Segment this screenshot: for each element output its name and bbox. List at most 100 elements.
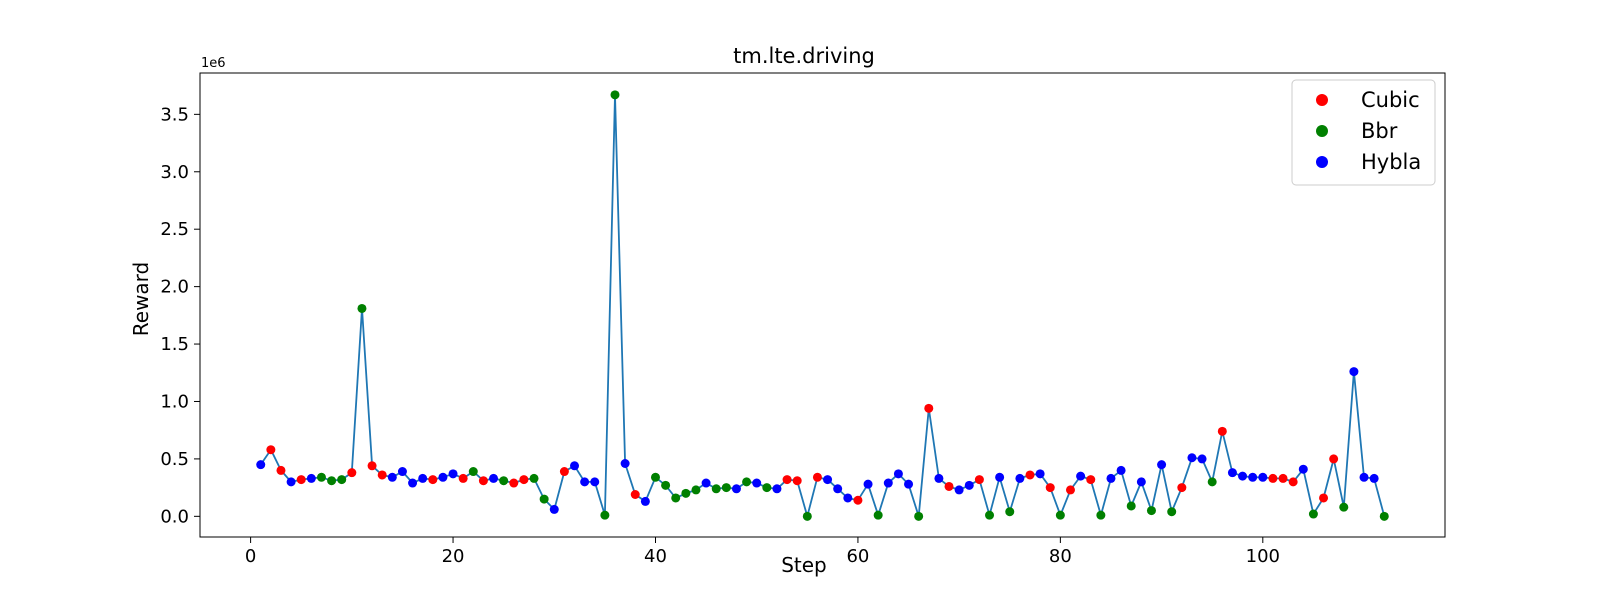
data-point-bbr	[600, 510, 610, 520]
data-point-hybla	[731, 484, 741, 494]
data-point-cubic	[428, 475, 438, 485]
data-point-hybla	[1359, 472, 1369, 482]
y-tick-label: 1.5	[160, 334, 189, 355]
data-point-hybla	[1258, 472, 1268, 482]
data-point-bbr	[802, 511, 812, 521]
data-point-bbr	[661, 480, 671, 490]
data-point-hybla	[397, 467, 407, 477]
data-point-cubic	[1065, 485, 1075, 495]
data-point-bbr	[1055, 510, 1065, 520]
y-axis-offset-text: 1e6	[201, 56, 226, 71]
data-point-bbr	[539, 494, 549, 504]
data-point-hybla	[306, 473, 316, 483]
data-point-bbr	[671, 493, 681, 503]
x-tick-label: 40	[644, 546, 667, 567]
data-point-cubic	[559, 467, 569, 477]
y-axis-label: Reward	[129, 262, 153, 336]
data-point-hybla	[883, 478, 893, 488]
data-point-hybla	[438, 472, 448, 482]
data-point-hybla	[1015, 473, 1025, 483]
data-point-hybla	[772, 484, 782, 494]
data-point-bbr	[742, 477, 752, 487]
data-point-cubic	[944, 481, 954, 491]
data-point-hybla	[549, 504, 559, 514]
data-point-hybla	[893, 469, 903, 479]
data-point-cubic	[792, 476, 802, 486]
plot-frame	[199, 72, 1446, 538]
data-point-cubic	[276, 465, 286, 475]
data-point-bbr	[873, 510, 883, 520]
legend-marker-hybla	[1316, 156, 1328, 168]
data-point-hybla	[408, 478, 418, 488]
data-points	[256, 90, 1389, 521]
data-point-bbr	[721, 483, 731, 493]
y-tick-label: 1.0	[160, 391, 189, 412]
data-point-cubic	[853, 495, 863, 505]
data-point-hybla	[580, 477, 590, 487]
y-tick-label: 2.5	[160, 219, 189, 240]
data-point-cubic	[630, 490, 640, 500]
x-tick-label: 100	[1246, 546, 1280, 567]
legend: Cubic Bbr Hybla	[1291, 79, 1436, 186]
y-tick-label: 3.5	[160, 104, 189, 125]
data-point-bbr	[762, 483, 772, 493]
data-point-hybla	[448, 469, 458, 479]
data-point-bbr	[1005, 507, 1015, 517]
data-point-cubic	[1329, 454, 1339, 464]
y-tick-label: 0.0	[160, 506, 189, 527]
data-point-hybla	[701, 478, 711, 488]
legend-label-hybla: Hybla	[1361, 150, 1421, 174]
data-point-bbr	[327, 476, 337, 486]
data-point-cubic	[1177, 483, 1187, 493]
reward-line	[259, 93, 1386, 518]
data-point-bbr	[357, 303, 367, 313]
y-tick-label: 3.0	[160, 162, 189, 183]
data-point-bbr	[1146, 506, 1156, 516]
data-point-cubic	[1217, 426, 1227, 436]
legend-box	[1291, 79, 1436, 186]
data-point-cubic	[1086, 475, 1096, 485]
data-point-hybla	[1076, 471, 1086, 481]
data-point-bbr	[691, 485, 701, 495]
data-point-bbr	[1207, 477, 1217, 487]
data-point-bbr	[1167, 507, 1177, 517]
data-point-bbr	[468, 467, 478, 477]
reward-series-line	[259, 93, 1386, 518]
data-point-hybla	[256, 460, 266, 470]
data-point-hybla	[1248, 472, 1258, 482]
data-point-hybla	[833, 484, 843, 494]
x-tick-label: 20	[442, 546, 465, 567]
x-axis-label: Step	[781, 553, 827, 577]
data-point-cubic	[924, 403, 934, 413]
data-point-hybla	[1238, 471, 1248, 481]
chart-title: tm.lte.driving	[733, 44, 875, 68]
data-point-hybla	[1116, 465, 1126, 475]
data-point-hybla	[934, 473, 944, 483]
data-point-hybla	[590, 477, 600, 487]
data-point-cubic	[812, 472, 822, 482]
data-point-bbr	[1379, 511, 1389, 521]
data-point-hybla	[995, 472, 1005, 482]
data-point-cubic	[1268, 473, 1278, 483]
data-point-hybla	[489, 473, 499, 483]
data-point-hybla	[1227, 468, 1237, 478]
data-point-bbr	[1308, 509, 1318, 519]
axes: 0 20 40 60 80 100 0.0 0.5 1.0 1.5 2.0 2.5 3.0 3.5	[160, 104, 1280, 567]
legend-marker-bbr	[1316, 125, 1328, 137]
data-point-cubic	[296, 475, 306, 485]
data-point-hybla	[286, 477, 296, 487]
data-point-bbr	[529, 473, 539, 483]
legend-marker-cubic	[1316, 94, 1328, 106]
data-point-cubic	[1045, 483, 1055, 493]
data-point-bbr	[681, 488, 691, 498]
data-point-cubic	[509, 478, 519, 488]
data-point-hybla	[1136, 477, 1146, 487]
data-point-hybla	[1035, 469, 1045, 479]
x-tick-label: 80	[1049, 546, 1072, 567]
data-point-cubic	[519, 475, 529, 485]
data-point-cubic	[347, 468, 357, 478]
legend-label-bbr: Bbr	[1361, 119, 1398, 143]
data-point-hybla	[1157, 460, 1167, 470]
data-point-hybla	[843, 493, 853, 503]
data-point-bbr	[1126, 501, 1136, 511]
